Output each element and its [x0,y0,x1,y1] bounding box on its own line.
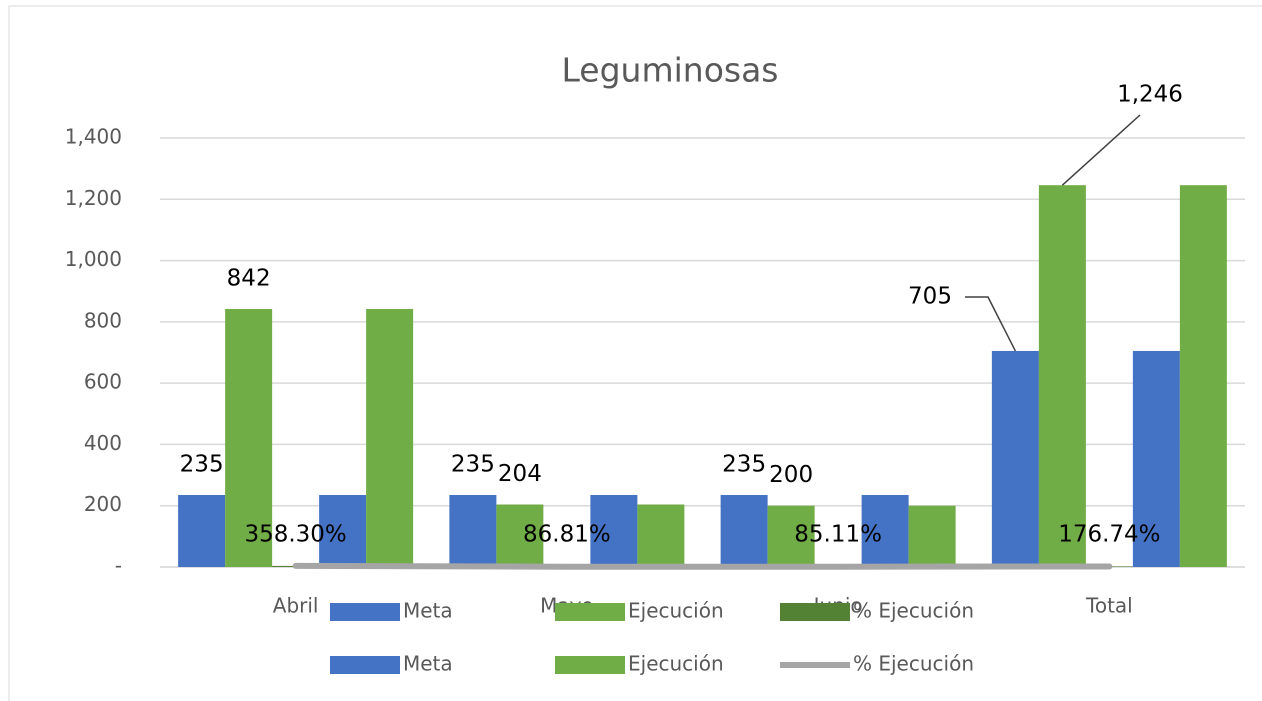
y-tick-label: - [115,554,122,578]
legend-swatch [330,656,400,674]
legend-label: % Ejecución [853,652,974,676]
data-label: 235 [451,451,495,477]
data-label: 358.30% [244,522,346,548]
bar [991,350,1039,567]
bar [1038,185,1086,567]
data-label: 85.11% [794,522,882,548]
data-label: 176.74% [1058,522,1160,548]
y-tick-label: 1,400 [65,125,122,149]
y-tick-label: 400 [84,431,122,455]
data-label: 842 [227,265,271,291]
x-tick-label: Total [1085,594,1133,618]
y-tick-label: 600 [84,370,122,394]
y-tick-label: 1,000 [65,247,122,271]
bar [1132,350,1180,567]
bar [1179,185,1227,567]
bar [178,494,226,567]
y-tick-label: 800 [84,308,122,332]
legend-label: Meta [403,599,453,623]
leader-line [1061,114,1141,186]
line [292,562,1113,570]
bar [767,505,815,567]
legend-swatch [330,603,400,621]
legend-swatch [555,603,625,621]
y-tick-label: 200 [84,492,122,516]
bar [590,494,638,567]
data-label: 204 [498,461,542,487]
bar [366,308,414,567]
bar [496,504,544,567]
bar [225,308,273,567]
legend-swatch [555,656,625,674]
y-tick-label: 1,200 [65,186,122,210]
leader-line [965,296,1017,352]
data-label: 200 [769,462,813,488]
legend-label: Ejecución [628,599,724,623]
legend-label: % Ejecución [853,599,974,623]
chart-title: Leguminosas [562,51,779,90]
legend-swatch [780,603,850,621]
bar [720,494,768,567]
legend-label: Ejecución [628,652,724,676]
data-label: 705 [908,284,952,310]
bar [637,504,685,567]
data-label: 235 [180,451,224,477]
bar [861,494,909,567]
data-label: 86.81% [523,522,611,548]
legend-label: Meta [403,652,453,676]
bar [449,494,497,567]
data-label: 1,246 [1117,82,1183,108]
x-tick-label: Abril [273,594,319,618]
bar [319,494,367,567]
bar [908,505,956,567]
data-label: 235 [722,451,766,477]
